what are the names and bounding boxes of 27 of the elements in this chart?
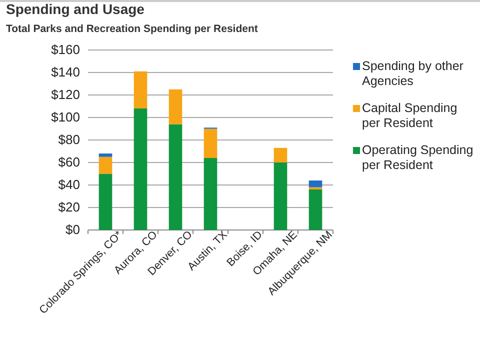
bar: [168, 124, 182, 230]
y-tick-label: $100: [51, 110, 80, 125]
bar: [98, 154, 112, 157]
bar: [308, 190, 322, 230]
bar: [98, 174, 112, 230]
y-tick-label: $120: [51, 87, 80, 102]
y-tick-label: $140: [51, 64, 80, 80]
bar: [98, 156, 112, 174]
bar: [308, 180, 322, 188]
y-tick-label: $0: [66, 222, 80, 238]
bar: [204, 128, 218, 158]
bar: [274, 162, 288, 230]
y-tick-label: $40: [58, 177, 80, 192]
bar: [204, 158, 218, 230]
chart-subtitle: Total Parks and Recreation Spending per Resident: [6, 23, 258, 35]
bar: [134, 71, 148, 108]
bar: [168, 89, 182, 124]
legend-label: Spending by other Agencies: [362, 59, 464, 88]
y-tick-label: $80: [58, 132, 80, 148]
bar: [274, 148, 288, 162]
legend-label: Capital Spending per Resident: [362, 101, 458, 130]
y-tick-label: $20: [58, 200, 80, 215]
chart-title: Spending and Usage: [6, 1, 145, 17]
y-tick-label: $160: [51, 42, 80, 58]
bar: [134, 108, 148, 230]
legend-label: Operating Spending per Resident: [362, 143, 474, 172]
y-tick-label: $60: [58, 154, 80, 170]
